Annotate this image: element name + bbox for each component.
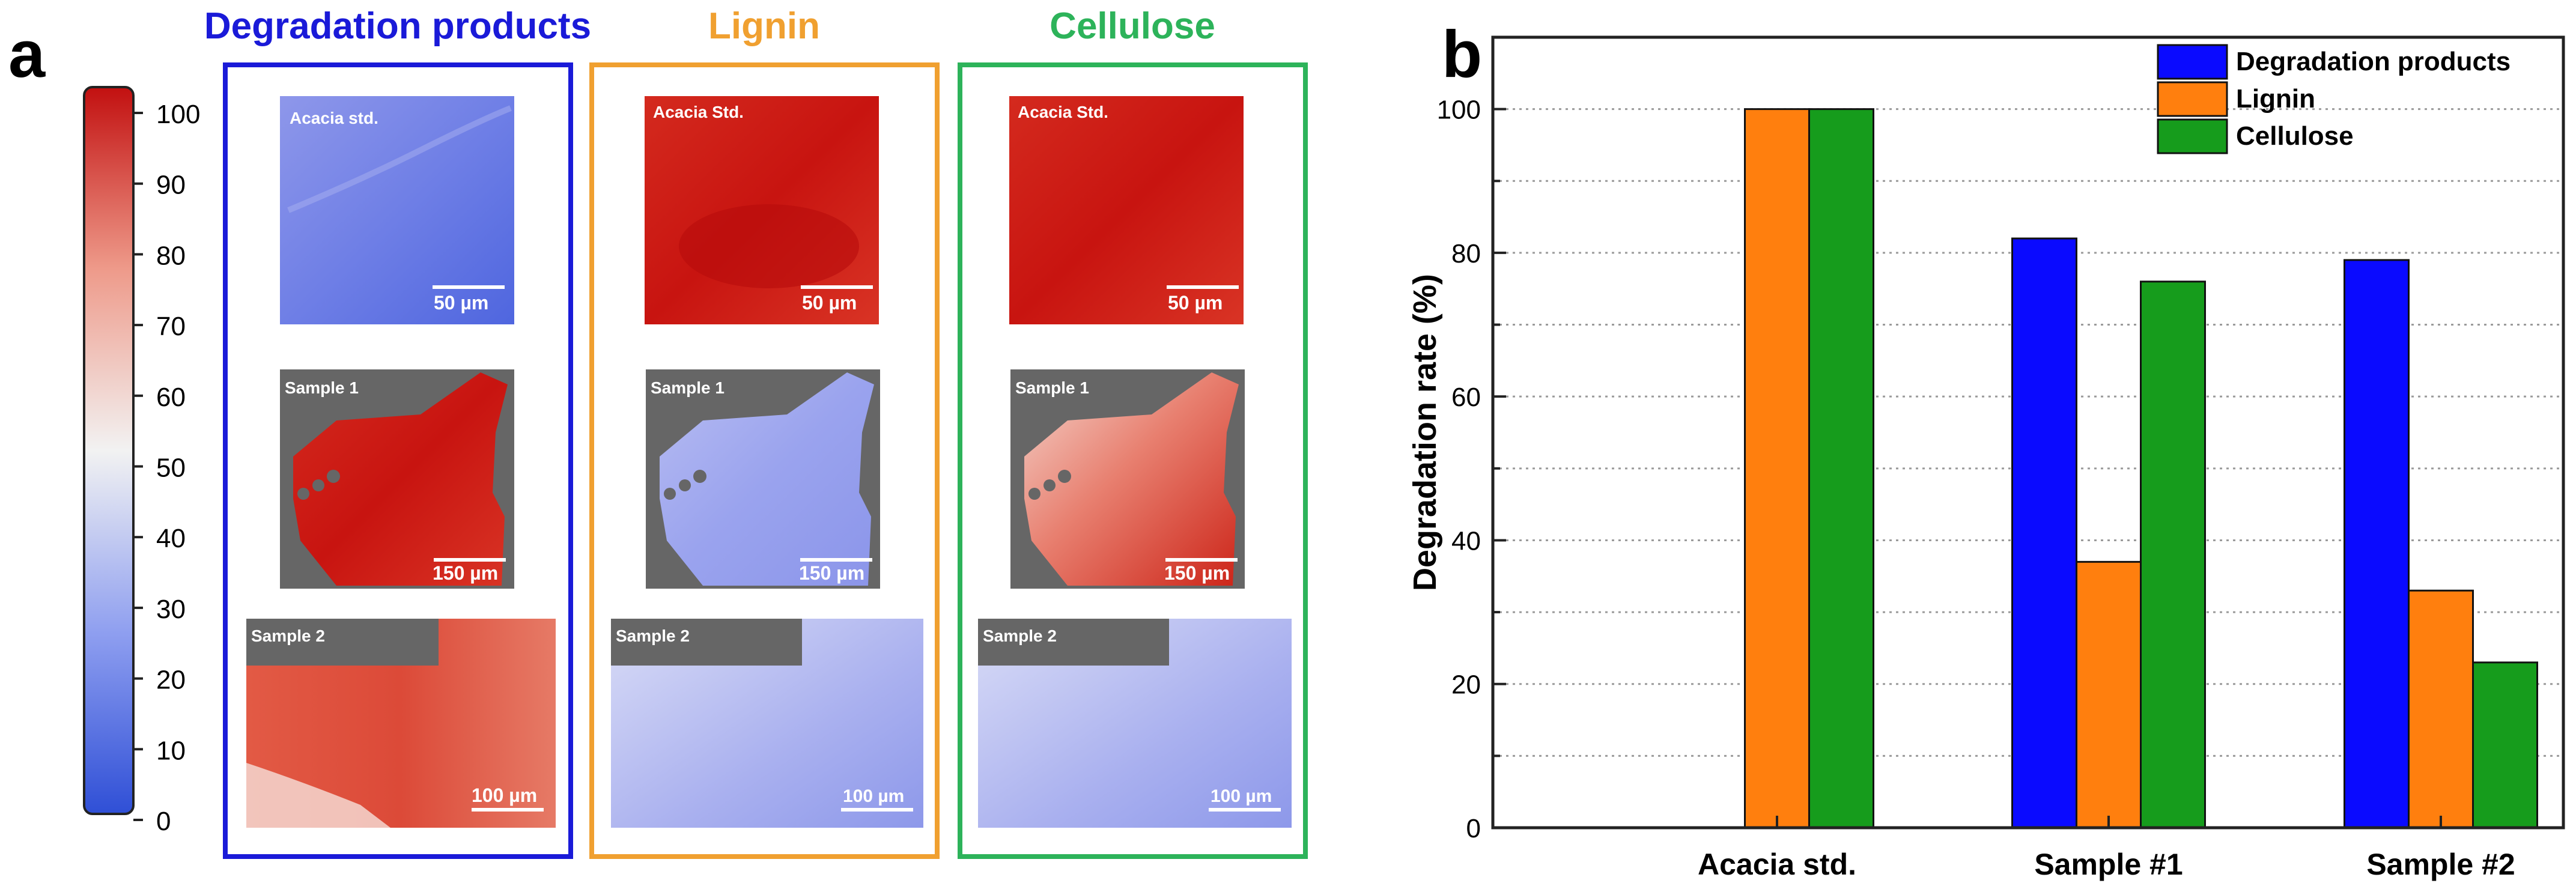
colorbar-ticks: 0 10 20 30 40 50 60 70 80 90 100 <box>133 100 200 836</box>
y-tick-label: 0 <box>1466 814 1481 843</box>
cellulose-sample1-map: Sample 1 150 µm <box>1010 369 1245 589</box>
legend: Degradation products Lignin Cellulose <box>2157 44 2511 154</box>
lignin-acacia-map: Acacia Std. 50 µm <box>645 96 879 324</box>
map-label: Acacia Std. <box>1018 103 1108 121</box>
scale-label: 150 µm <box>799 562 864 584</box>
legend-swatch <box>2157 81 2228 117</box>
bar-degradation-products-3 <box>2344 259 2410 829</box>
bar-cellulose-3 <box>2472 661 2538 829</box>
lignin-column-box <box>589 62 940 859</box>
bar-lignin-3 <box>2408 589 2474 829</box>
map-label: Sample 1 <box>651 378 724 397</box>
chart-bars <box>1744 108 2538 829</box>
y-tick-label: 20 <box>1451 670 1481 700</box>
x-tick-label: Sample #1 <box>2034 848 2183 881</box>
map-label: Sample 2 <box>616 627 690 645</box>
scale-label: 50 µm <box>434 292 488 314</box>
x-axis: Acacia std. Sample #1 Sample #2 <box>1698 816 2515 881</box>
degradation-column-box <box>223 62 573 859</box>
bar-lignin-1 <box>1744 108 1810 829</box>
degradation-sample2-map: Sample 2 100 µm <box>246 619 556 828</box>
scale-label: 150 µm <box>433 562 498 584</box>
column-title-cellulose: Cellulose <box>1050 5 1215 47</box>
bar-cellulose-1 <box>1808 108 1874 829</box>
map-label: Sample 1 <box>285 378 359 397</box>
panel-a: a 0 10 20 30 40 50 60 70 80 90 100 Degradation pro… <box>8 5 1308 859</box>
cellulose-column-box <box>958 62 1308 859</box>
colorbar: 0 10 20 30 40 50 60 70 80 90 100 <box>83 86 200 836</box>
x-tick-label: Sample #2 <box>2366 848 2515 881</box>
y-tick-label: 40 <box>1451 526 1481 556</box>
legend-label: Cellulose <box>2236 121 2354 151</box>
x-tick-label: Acacia std. <box>1698 848 1856 881</box>
map-label: Sample 2 <box>983 627 1057 645</box>
lignin-sample1-map: Sample 1 150 µm <box>646 369 880 589</box>
colorbar-tick-label: 0 <box>156 807 171 836</box>
degradation-sample1-map: Sample 1 150 µm <box>280 369 514 589</box>
map-label: Sample 2 <box>251 627 325 645</box>
legend-label: Lignin <box>2236 84 2315 114</box>
colorbar-tick-label: 50 <box>156 454 186 483</box>
y-tick-label: 60 <box>1451 383 1481 412</box>
y-tick-label: 100 <box>1437 96 1481 125</box>
colorbar-tick-label: 90 <box>156 171 186 200</box>
panel-b: b 0 20 40 60 80 100 Acacia std. Sample #1 Sampl… <box>1407 17 2565 881</box>
panel-label-b: b <box>1442 17 1482 91</box>
cellulose-acacia-map: Acacia Std. 50 µm <box>1009 96 1244 324</box>
panel-label-a: a <box>8 17 46 91</box>
colorbar-tick-label: 100 <box>156 100 200 129</box>
y-tick-label: 80 <box>1451 239 1481 269</box>
scale-label: 150 µm <box>1164 562 1230 584</box>
lignin-sample2-map: Sample 2 100 µm <box>611 619 923 828</box>
scale-label: 50 µm <box>802 292 857 314</box>
cellulose-sample2-map: Sample 2 100 µm <box>978 619 1292 828</box>
colorbar-tick-label: 10 <box>156 736 186 765</box>
map-label: Acacia std. <box>290 109 378 127</box>
colorbar-gradient <box>83 86 135 815</box>
colorbar-tick-label: 80 <box>156 241 186 270</box>
colorbar-tick-label: 20 <box>156 666 186 695</box>
scale-label: 100 µm <box>472 784 537 806</box>
bar-lignin-2 <box>2076 560 2142 829</box>
plot-area-frame <box>1491 35 2565 830</box>
y-axis-label: Degradation rate (%) <box>1407 274 1443 591</box>
scale-label: 100 µm <box>843 786 904 806</box>
legend-label: Degradation products <box>2236 47 2511 76</box>
y-axis: 0 20 40 60 80 100 <box>1437 96 1506 843</box>
scale-label: 100 µm <box>1211 786 1272 806</box>
column-title-degradation: Degradation products <box>204 5 591 47</box>
legend-swatch <box>2157 44 2228 80</box>
bar-cellulose-2 <box>2140 281 2206 829</box>
column-title-lignin: Lignin <box>708 5 820 47</box>
colorbar-tick-label: 70 <box>156 312 186 341</box>
colorbar-tick-label: 40 <box>156 524 186 553</box>
bar-degradation-products-2 <box>2011 237 2077 829</box>
map-label: Acacia Std. <box>653 103 744 121</box>
map-label: Sample 1 <box>1015 378 1089 397</box>
colorbar-tick-label: 30 <box>156 595 186 624</box>
colorbar-tick-label: 60 <box>156 383 186 412</box>
legend-swatch <box>2157 118 2228 154</box>
degradation-acacia-map: Acacia std. 50 µm <box>280 96 514 324</box>
scale-label: 50 µm <box>1168 292 1223 314</box>
